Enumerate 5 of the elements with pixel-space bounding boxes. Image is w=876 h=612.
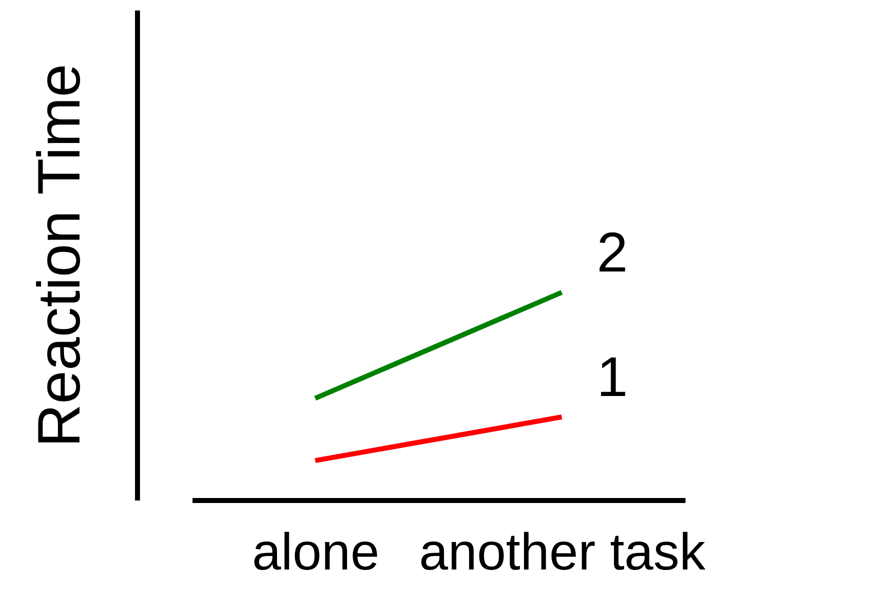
series-label: 2 [596,220,628,284]
x-tick-label: alone [252,524,380,582]
x-tick-label: another task [419,524,706,582]
y-axis-title: Reaction Time [26,64,92,448]
series-label: 1 [596,344,628,408]
